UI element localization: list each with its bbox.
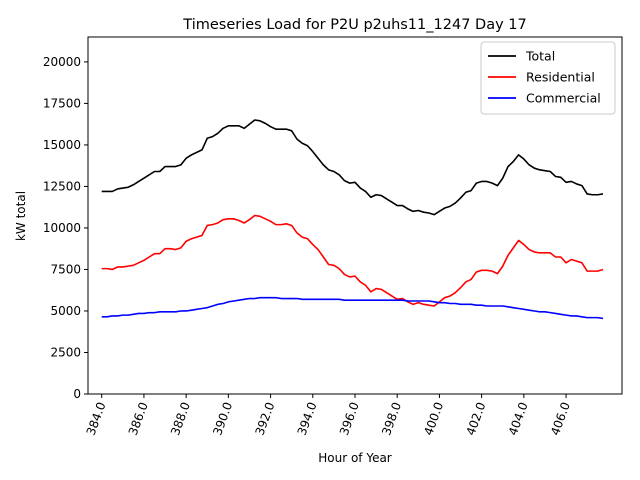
y-tick-label: 20000 (43, 55, 81, 69)
series-line-total (101, 119, 604, 216)
legend-frame (480, 41, 616, 115)
legend: Total Residential Commercial (480, 41, 616, 115)
series-line-commercial (101, 296, 604, 320)
y-tick-label: 7500 (50, 262, 81, 276)
y-tick-label: 15000 (43, 138, 81, 152)
y-tick-label: 17500 (43, 96, 81, 110)
legend-label-commercial: Commercial (526, 91, 601, 106)
y-axis: 0 2500 5000 7500 10000 12500 15000 17500 20000 (43, 55, 88, 401)
y-axis-label: kW total (14, 191, 28, 241)
legend-label-residential: Residential (526, 70, 595, 85)
chart-title: Timeseries Load for P2U p2uhs11_1247 Day… (182, 17, 526, 33)
y-tick-label: 2500 (50, 345, 81, 359)
y-tick-label: 12500 (43, 179, 81, 193)
series-lines (101, 119, 604, 320)
legend-label-total: Total (525, 49, 555, 64)
y-tick-label: 5000 (50, 304, 81, 318)
series-line-residential (101, 214, 604, 307)
y-tick-label: 0 (73, 387, 81, 401)
x-axis-label: Hour of Year (318, 451, 392, 465)
y-tick-label: 10000 (43, 221, 81, 235)
